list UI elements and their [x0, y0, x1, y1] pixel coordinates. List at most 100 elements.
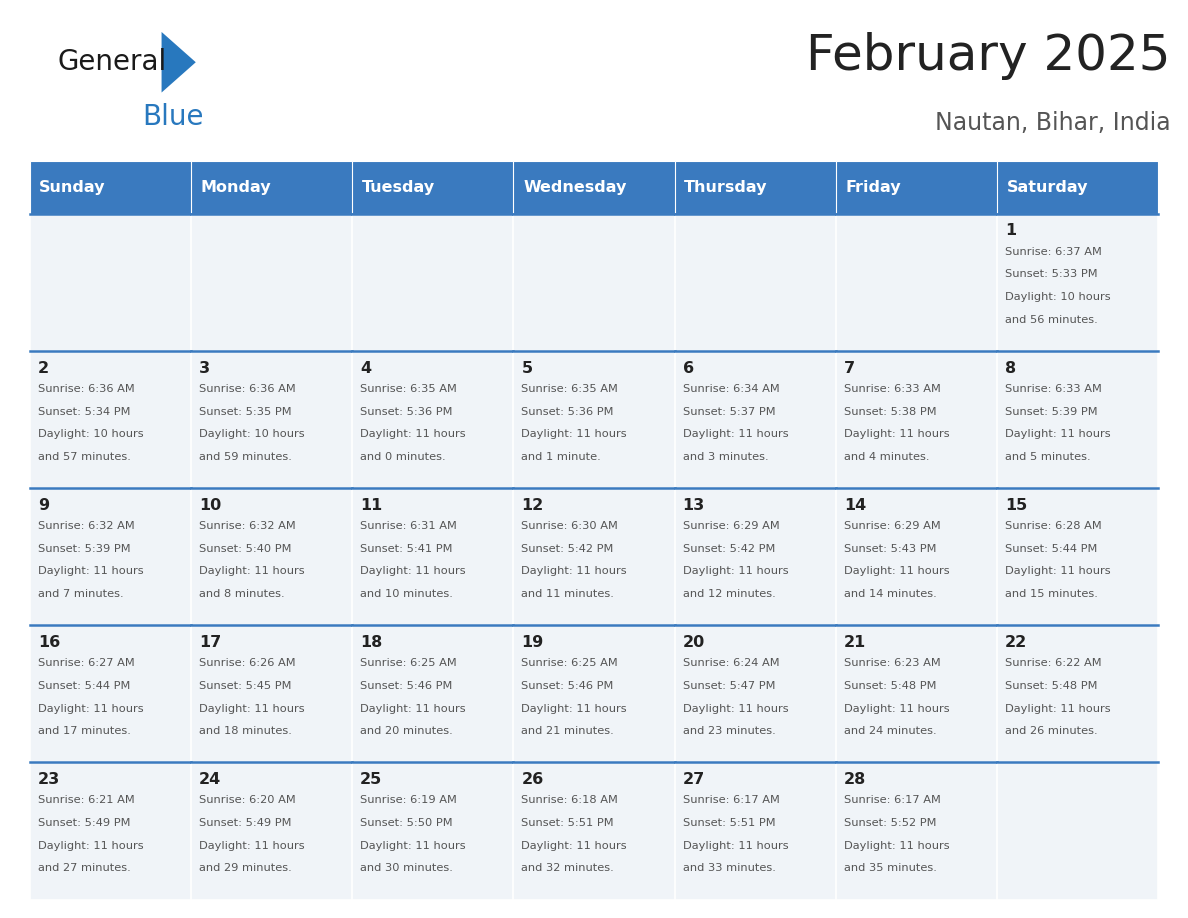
Text: Sunset: 5:50 PM: Sunset: 5:50 PM: [360, 818, 453, 828]
FancyBboxPatch shape: [30, 763, 191, 900]
Text: and 23 minutes.: and 23 minutes.: [683, 726, 776, 736]
Text: and 17 minutes.: and 17 minutes.: [38, 726, 131, 736]
Text: 27: 27: [683, 772, 704, 787]
FancyBboxPatch shape: [352, 161, 513, 214]
Text: and 15 minutes.: and 15 minutes.: [1005, 589, 1098, 599]
Text: 20: 20: [683, 635, 704, 650]
Text: Sunrise: 6:19 AM: Sunrise: 6:19 AM: [360, 795, 457, 805]
FancyBboxPatch shape: [191, 625, 352, 763]
Text: 11: 11: [360, 498, 383, 513]
Text: Sunrise: 6:24 AM: Sunrise: 6:24 AM: [683, 658, 779, 668]
FancyBboxPatch shape: [513, 214, 675, 351]
Text: Sunset: 5:36 PM: Sunset: 5:36 PM: [522, 407, 614, 417]
Text: and 18 minutes.: and 18 minutes.: [198, 726, 292, 736]
FancyBboxPatch shape: [191, 214, 352, 351]
Text: and 10 minutes.: and 10 minutes.: [360, 589, 453, 599]
FancyBboxPatch shape: [352, 625, 513, 763]
Text: Sunset: 5:38 PM: Sunset: 5:38 PM: [843, 407, 936, 417]
Text: Sunrise: 6:33 AM: Sunrise: 6:33 AM: [1005, 384, 1102, 394]
Text: 12: 12: [522, 498, 544, 513]
Text: 1: 1: [1005, 223, 1016, 239]
Text: 28: 28: [843, 772, 866, 787]
Text: 15: 15: [1005, 498, 1028, 513]
FancyBboxPatch shape: [836, 161, 997, 214]
FancyBboxPatch shape: [513, 625, 675, 763]
Text: and 12 minutes.: and 12 minutes.: [683, 589, 776, 599]
Text: Daylight: 11 hours: Daylight: 11 hours: [198, 841, 304, 851]
FancyBboxPatch shape: [352, 214, 513, 351]
Text: Nautan, Bihar, India: Nautan, Bihar, India: [935, 111, 1170, 135]
FancyBboxPatch shape: [997, 161, 1158, 214]
Text: and 32 minutes.: and 32 minutes.: [522, 863, 614, 873]
FancyBboxPatch shape: [675, 625, 836, 763]
Text: 7: 7: [843, 361, 855, 375]
Text: Daylight: 11 hours: Daylight: 11 hours: [360, 703, 466, 713]
FancyBboxPatch shape: [191, 488, 352, 625]
Text: and 3 minutes.: and 3 minutes.: [683, 452, 769, 462]
Text: Daylight: 11 hours: Daylight: 11 hours: [522, 703, 627, 713]
Text: Sunrise: 6:23 AM: Sunrise: 6:23 AM: [843, 658, 941, 668]
Text: Daylight: 11 hours: Daylight: 11 hours: [843, 430, 949, 439]
FancyBboxPatch shape: [513, 161, 675, 214]
FancyBboxPatch shape: [836, 763, 997, 900]
FancyBboxPatch shape: [30, 161, 191, 214]
Text: Friday: Friday: [846, 180, 902, 195]
Text: Sunset: 5:37 PM: Sunset: 5:37 PM: [683, 407, 776, 417]
FancyBboxPatch shape: [352, 763, 513, 900]
Text: Sunrise: 6:33 AM: Sunrise: 6:33 AM: [843, 384, 941, 394]
Text: Sunrise: 6:26 AM: Sunrise: 6:26 AM: [198, 658, 296, 668]
Text: Daylight: 11 hours: Daylight: 11 hours: [522, 566, 627, 577]
FancyBboxPatch shape: [997, 763, 1158, 900]
Text: Daylight: 11 hours: Daylight: 11 hours: [683, 566, 789, 577]
Text: 24: 24: [198, 772, 221, 787]
Text: Sunset: 5:35 PM: Sunset: 5:35 PM: [198, 407, 291, 417]
FancyBboxPatch shape: [836, 488, 997, 625]
FancyBboxPatch shape: [513, 488, 675, 625]
Text: 16: 16: [38, 635, 61, 650]
Text: 13: 13: [683, 498, 704, 513]
Text: Sunrise: 6:29 AM: Sunrise: 6:29 AM: [683, 521, 779, 532]
Text: and 8 minutes.: and 8 minutes.: [198, 589, 285, 599]
FancyBboxPatch shape: [997, 351, 1158, 488]
Text: Sunrise: 6:17 AM: Sunrise: 6:17 AM: [683, 795, 779, 805]
Text: and 7 minutes.: and 7 minutes.: [38, 589, 124, 599]
Text: Sunrise: 6:35 AM: Sunrise: 6:35 AM: [522, 384, 618, 394]
Text: Daylight: 11 hours: Daylight: 11 hours: [1005, 566, 1111, 577]
Text: Sunset: 5:36 PM: Sunset: 5:36 PM: [360, 407, 453, 417]
Text: Monday: Monday: [201, 180, 271, 195]
Text: Daylight: 11 hours: Daylight: 11 hours: [360, 430, 466, 439]
Text: Sunset: 5:34 PM: Sunset: 5:34 PM: [38, 407, 131, 417]
FancyBboxPatch shape: [675, 488, 836, 625]
Text: Daylight: 11 hours: Daylight: 11 hours: [38, 566, 144, 577]
Text: and 29 minutes.: and 29 minutes.: [198, 863, 292, 873]
Text: and 26 minutes.: and 26 minutes.: [1005, 726, 1098, 736]
Text: Sunset: 5:47 PM: Sunset: 5:47 PM: [683, 681, 776, 691]
Text: Sunrise: 6:36 AM: Sunrise: 6:36 AM: [38, 384, 134, 394]
FancyBboxPatch shape: [836, 351, 997, 488]
Text: Sunset: 5:39 PM: Sunset: 5:39 PM: [38, 543, 131, 554]
Text: Daylight: 11 hours: Daylight: 11 hours: [522, 841, 627, 851]
Text: and 33 minutes.: and 33 minutes.: [683, 863, 776, 873]
FancyBboxPatch shape: [191, 161, 352, 214]
FancyBboxPatch shape: [30, 625, 191, 763]
Text: 2: 2: [38, 361, 49, 375]
FancyBboxPatch shape: [30, 214, 191, 351]
Text: Sunrise: 6:34 AM: Sunrise: 6:34 AM: [683, 384, 779, 394]
Text: and 11 minutes.: and 11 minutes.: [522, 589, 614, 599]
Text: Daylight: 11 hours: Daylight: 11 hours: [198, 703, 304, 713]
Text: and 4 minutes.: and 4 minutes.: [843, 452, 929, 462]
Text: Sunrise: 6:22 AM: Sunrise: 6:22 AM: [1005, 658, 1101, 668]
Text: Daylight: 11 hours: Daylight: 11 hours: [38, 703, 144, 713]
Text: Sunset: 5:44 PM: Sunset: 5:44 PM: [38, 681, 131, 691]
Text: Sunset: 5:40 PM: Sunset: 5:40 PM: [198, 543, 291, 554]
FancyBboxPatch shape: [191, 763, 352, 900]
Text: Tuesday: Tuesday: [362, 180, 435, 195]
Text: Daylight: 11 hours: Daylight: 11 hours: [1005, 430, 1111, 439]
Text: and 24 minutes.: and 24 minutes.: [843, 726, 936, 736]
FancyBboxPatch shape: [675, 161, 836, 214]
Text: Daylight: 11 hours: Daylight: 11 hours: [683, 841, 789, 851]
Text: Sunset: 5:48 PM: Sunset: 5:48 PM: [843, 681, 936, 691]
Text: Daylight: 11 hours: Daylight: 11 hours: [198, 566, 304, 577]
Text: Sunrise: 6:35 AM: Sunrise: 6:35 AM: [360, 384, 457, 394]
Text: 9: 9: [38, 498, 49, 513]
